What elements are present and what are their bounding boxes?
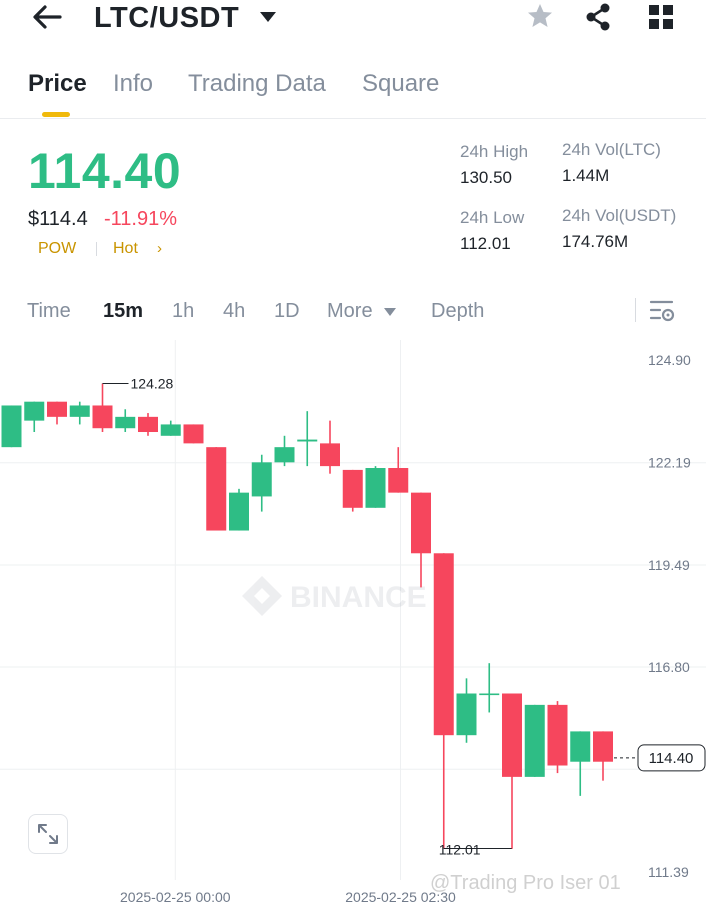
expand-chart-button[interactable] (28, 814, 68, 854)
candle-body (593, 731, 613, 762)
candle-body (183, 424, 204, 444)
y-axis-tick-label: 111.39 (648, 864, 689, 880)
candle-body (160, 424, 181, 436)
candle-body (47, 401, 67, 417)
binance-logo-icon (242, 576, 282, 616)
divider (0, 118, 706, 119)
interval-more[interactable]: More (327, 300, 373, 322)
candle-body (502, 693, 522, 777)
low-marker-label: 112.01 (439, 842, 481, 858)
y-axis-tick-label: 122.19 (648, 455, 691, 471)
candle-body (320, 443, 340, 467)
candle-body (24, 401, 45, 421)
candle-body (115, 416, 136, 429)
candle-body (206, 447, 227, 531)
price-change-percent: -11.91% (104, 208, 178, 230)
candle-body (1, 405, 22, 448)
y-axis-tick-label: 119.49 (648, 557, 690, 573)
tag-hot[interactable]: Hot (113, 240, 138, 257)
interval-divider (635, 298, 636, 322)
candle-body (365, 468, 386, 508)
overlay-watermark: @Trading Pro Iser 01 (430, 872, 621, 894)
star-icon[interactable] (526, 2, 554, 30)
candle-body (274, 447, 295, 463)
interval-15m[interactable]: 15m (103, 300, 144, 322)
more-caret-icon[interactable] (383, 306, 397, 318)
stat-24h-low-label: 24h Low (460, 208, 525, 227)
stat-24h-low-value: 112.01 (460, 234, 511, 253)
interval-selector: Time 15m 1h 4h 1D More Depth (0, 296, 706, 332)
tag-pow[interactable]: POW (38, 240, 77, 257)
candle-body (69, 405, 90, 417)
candle-body (433, 553, 454, 736)
candle-body (138, 416, 158, 433)
y-axis-tick-label: 116.80 (648, 659, 690, 675)
stat-24h-vol-usdt-label: 24h Vol(USDT) (562, 206, 677, 225)
candle-body (570, 731, 591, 762)
candle-body (547, 704, 568, 766)
tab-trading-data[interactable]: Trading Data (188, 70, 326, 97)
interval-1d[interactable]: 1D (274, 300, 300, 322)
stat-24h-vol-ltc-label: 24h Vol(LTC) (562, 140, 661, 159)
tab-price[interactable]: Price (28, 70, 87, 97)
high-marker-label: 124.28 (131, 375, 174, 391)
candle-body (388, 468, 409, 493)
tag-divider (96, 242, 97, 256)
stat-24h-high-value: 130.50 (460, 168, 512, 187)
share-icon[interactable] (584, 2, 612, 32)
y-axis-tick-label: 124.90 (648, 352, 691, 368)
interval-4h[interactable]: 4h (223, 300, 246, 322)
stat-24h-high-label: 24h High (460, 142, 529, 161)
x-axis-tick-label: 2025-02-25 02:30 (345, 889, 456, 905)
candle-body (411, 492, 431, 554)
stat-24h-vol-usdt-value: 174.76M (562, 232, 629, 251)
candle-body (524, 704, 545, 777)
chart-settings-icon[interactable] (648, 298, 676, 324)
chart-canvas[interactable]: 124.90 122.19 119.49 116.80 111.39 2025-02-25… (0, 340, 706, 906)
page-tabs: Price Info Trading Data Square (0, 66, 706, 118)
candle-body (297, 439, 318, 442)
candle-body (479, 693, 500, 696)
candle-body (229, 492, 249, 531)
interval-1h[interactable]: 1h (172, 300, 195, 322)
candlestick-chart[interactable]: 124.90 122.19 119.49 116.80 111.39 2025-02-25… (0, 340, 706, 906)
interval-depth[interactable]: Depth (431, 300, 485, 322)
usd-price: $114.4 (28, 208, 88, 230)
grid-icon[interactable] (648, 4, 674, 30)
x-axis-tick-label: 2025-02-25 00:00 (120, 889, 231, 905)
stat-24h-vol-ltc-value: 1.44M (562, 166, 610, 185)
tab-square[interactable]: Square (362, 70, 440, 97)
expand-icon (38, 824, 58, 844)
current-price-label: 114.40 (649, 750, 694, 767)
caret-down-icon[interactable] (258, 8, 278, 26)
top-bar: LTC/USDT (0, 0, 706, 36)
candle-body (251, 462, 272, 497)
active-tab-indicator (42, 112, 70, 117)
candle-body (92, 405, 113, 429)
candle-body (342, 469, 363, 508)
chart-watermark: BINANCE (242, 576, 427, 616)
interval-time[interactable]: Time (27, 300, 71, 322)
chart-watermark-text: BINANCE (290, 581, 427, 614)
tab-info[interactable]: Info (113, 70, 154, 97)
last-price: 114.40 (28, 143, 182, 199)
back-arrow-icon[interactable] (30, 2, 64, 32)
current-price-tag (637, 744, 706, 772)
chevron-right-icon[interactable]: › (157, 240, 162, 257)
trading-pair-title[interactable]: LTC/USDT (94, 2, 240, 34)
candle-body (456, 693, 477, 736)
